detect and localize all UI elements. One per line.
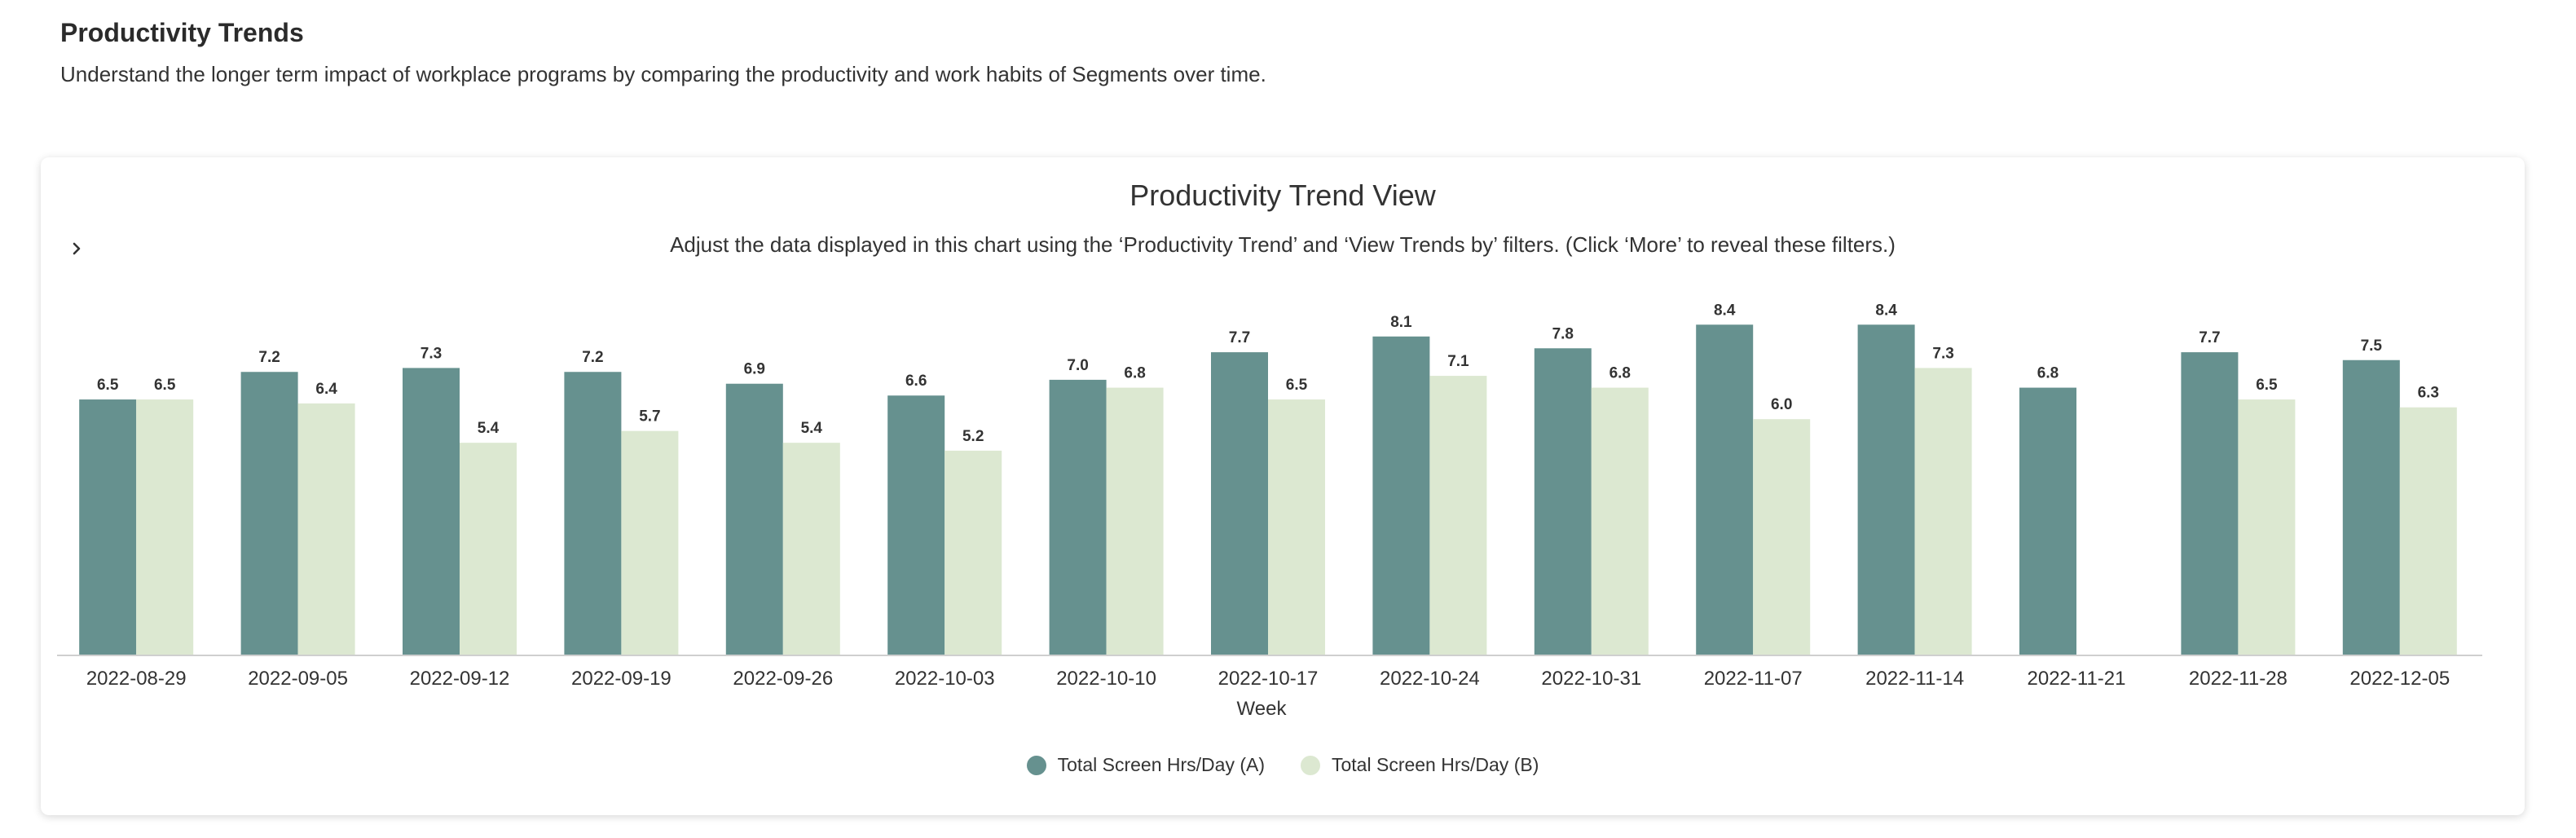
- chart-subtitle: Adjust the data displayed in this chart …: [670, 232, 1896, 257]
- chart-card: Productivity Trend View Adjust the data …: [41, 157, 2525, 815]
- bar-a-2022-11-14: [1857, 324, 1915, 655]
- data-label-a-2022-11-21: 6.8: [2037, 365, 2059, 382]
- data-label-b-2022-10-17: 6.5: [1286, 377, 1308, 394]
- x-tick-label-2022-11-28: 2022-11-28: [2189, 668, 2288, 690]
- bar-a-2022-11-28: [2181, 352, 2239, 655]
- x-tick-label-2022-12-05: 2022-12-05: [2349, 668, 2450, 690]
- data-label-a-2022-11-28: 7.7: [2199, 329, 2220, 346]
- bar-a-2022-09-26: [725, 383, 783, 655]
- page-subtitle: Understand the longer term impact of wor…: [60, 62, 1266, 86]
- bar-chart: 6.5 6.5 2022-08-29 7.2 6.4 2022-09-05 7.3 5.4 20…: [57, 302, 2482, 720]
- x-tick-label-2022-10-17: 2022-10-17: [1218, 668, 1319, 690]
- bar-b-2022-09-12: [460, 443, 517, 655]
- data-label-a-2022-09-12: 7.3: [421, 345, 442, 362]
- bar-a-2022-12-05: [2342, 359, 2400, 655]
- page-header: Productivity Trends Understand the longe…: [60, 15, 1266, 88]
- data-label-b-2022-08-29: 6.5: [154, 377, 176, 394]
- data-label-a-2022-09-05: 7.2: [258, 349, 280, 366]
- data-label-a-2022-10-10: 7.0: [1067, 357, 1088, 374]
- bar-a-2022-10-17: [1211, 352, 1268, 655]
- bar-a-2022-10-03: [887, 395, 945, 655]
- legend-label-b: Total Screen Hrs/Day (B): [1332, 754, 1539, 775]
- data-label-b-2022-11-14: 7.3: [1932, 345, 1953, 362]
- x-tick-label-2022-11-21: 2022-11-21: [2028, 668, 2126, 690]
- x-tick-label-2022-08-29: 2022-08-29: [86, 668, 187, 690]
- chart-legend: Total Screen Hrs/Day (A) Total Screen Hrs…: [41, 754, 2525, 776]
- legend-label-a: Total Screen Hrs/Day (A): [1057, 754, 1265, 775]
- data-label-b-2022-11-07: 6.0: [1771, 396, 1792, 413]
- x-tick-label-2022-10-31: 2022-10-31: [1541, 668, 1641, 690]
- x-axis-title: Week: [1237, 698, 1288, 720]
- x-tick-label-2022-09-12: 2022-09-12: [410, 668, 510, 690]
- data-label-b-2022-12-05: 6.3: [2418, 385, 2439, 402]
- bar-a-2022-11-21: [2019, 387, 2076, 655]
- data-label-a-2022-10-24: 8.1: [1390, 314, 1412, 331]
- legend-item-b[interactable]: Total Screen Hrs/Day (B): [1301, 754, 1539, 776]
- bar-b-2022-10-24: [1429, 376, 1487, 655]
- x-tick-label-2022-09-05: 2022-09-05: [248, 668, 348, 690]
- x-tick-label-2022-09-26: 2022-09-26: [733, 668, 833, 690]
- bar-a-2022-10-31: [1534, 348, 1592, 655]
- data-label-b-2022-09-19: 5.7: [639, 408, 660, 426]
- chevron-right-icon: [73, 242, 81, 255]
- data-label-a-2022-08-29: 6.5: [97, 377, 119, 394]
- data-label-a-2022-11-07: 8.4: [1714, 302, 1736, 319]
- data-label-a-2022-10-03: 6.6: [905, 373, 927, 390]
- bar-a-2022-09-19: [564, 372, 622, 655]
- x-tick-label-2022-10-10: 2022-10-10: [1056, 668, 1156, 690]
- x-tick-label-2022-11-07: 2022-11-07: [1704, 668, 1803, 690]
- data-label-b-2022-09-12: 5.4: [478, 420, 500, 437]
- bar-b-2022-09-19: [621, 430, 679, 655]
- x-tick-label-2022-09-19: 2022-09-19: [571, 668, 672, 690]
- bar-b-2022-11-28: [2238, 399, 2296, 655]
- bar-b-2022-10-03: [945, 450, 1002, 655]
- bar-a-2022-09-12: [403, 368, 460, 655]
- legend-swatch-b: [1301, 755, 1320, 775]
- data-label-a-2022-09-19: 7.2: [582, 349, 603, 366]
- bar-b-2022-09-05: [297, 403, 355, 655]
- data-label-b-2022-10-31: 6.8: [1609, 365, 1631, 382]
- x-tick-label-2022-10-24: 2022-10-24: [1380, 668, 1480, 690]
- data-label-b-2022-10-24: 7.1: [1447, 353, 1469, 370]
- data-label-b-2022-10-10: 6.8: [1124, 365, 1145, 382]
- bar-b-2022-11-14: [1914, 368, 1972, 655]
- data-label-a-2022-12-05: 7.5: [2361, 337, 2383, 355]
- bar-a-2022-09-05: [240, 372, 298, 655]
- bar-a-2022-11-07: [1696, 324, 1754, 655]
- chart-title: Productivity Trend View: [1129, 179, 1436, 212]
- x-tick-label-2022-11-14: 2022-11-14: [1865, 668, 1964, 690]
- data-label-a-2022-10-31: 7.8: [1552, 325, 1574, 342]
- bar-b-2022-08-29: [136, 399, 194, 655]
- bar-a-2022-10-10: [1049, 379, 1107, 655]
- x-tick-label-2022-10-03: 2022-10-03: [895, 668, 995, 690]
- bar-a-2022-08-29: [79, 399, 137, 655]
- bar-a-2022-10-24: [1372, 336, 1430, 655]
- data-label-b-2022-09-05: 6.4: [315, 381, 337, 398]
- data-label-a-2022-10-17: 7.7: [1229, 329, 1250, 346]
- data-label-b-2022-10-03: 5.2: [962, 428, 984, 445]
- data-label-b-2022-11-28: 6.5: [2256, 377, 2278, 394]
- bar-b-2022-12-05: [2399, 407, 2457, 655]
- bar-b-2022-10-10: [1106, 387, 1164, 655]
- bar-b-2022-09-26: [782, 443, 840, 655]
- legend-swatch-a: [1026, 755, 1046, 775]
- data-label-a-2022-09-26: 6.9: [744, 361, 765, 378]
- bar-b-2022-10-17: [1268, 399, 1325, 655]
- bar-b-2022-11-07: [1753, 419, 1811, 655]
- bar-b-2022-10-31: [1591, 387, 1649, 655]
- page-title: Productivity Trends: [60, 18, 304, 47]
- data-label-a-2022-11-14: 8.4: [1875, 302, 1897, 319]
- data-label-b-2022-09-26: 5.4: [801, 420, 823, 437]
- expand-filters-button[interactable]: [62, 234, 91, 263]
- legend-item-a[interactable]: Total Screen Hrs/Day (A): [1026, 754, 1265, 776]
